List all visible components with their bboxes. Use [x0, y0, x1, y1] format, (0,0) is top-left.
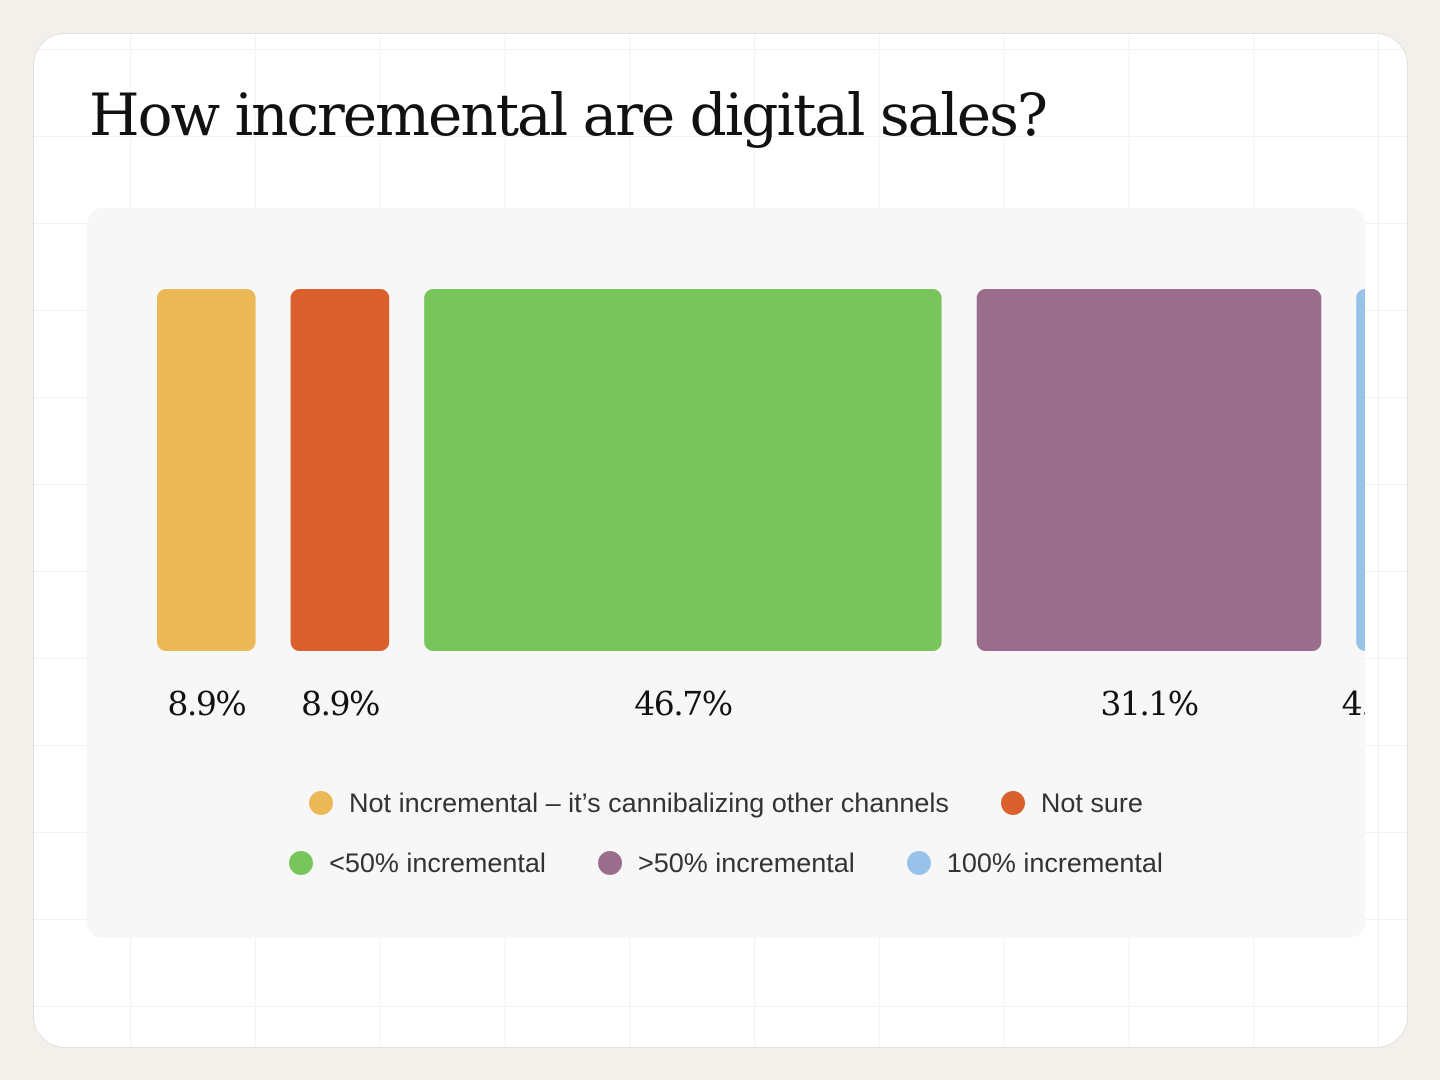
legend-dot-icon	[309, 791, 334, 815]
legend: Not incremental – it’s cannibalizing oth…	[87, 783, 1365, 903]
bar-not-incremental	[157, 289, 256, 651]
legend-dot-icon	[289, 851, 314, 875]
legend-row: Not incremental – it’s cannibalizing oth…	[87, 783, 1365, 823]
legend-label: 100% incremental	[946, 847, 1163, 878]
legend-label: >50% incremental	[637, 847, 855, 878]
legend-item-100: 100% incremental	[906, 847, 1163, 879]
bar-under-50	[424, 289, 942, 651]
bar-not-sure	[290, 289, 390, 651]
value-label-full: 4.4%	[1342, 684, 1365, 723]
value-label-over-50: 31.1%	[1100, 684, 1197, 723]
chart-card: How incremental are digital sales? 8.9% 8…	[33, 33, 1408, 1048]
legend-label: Not sure	[1040, 787, 1143, 818]
chart-title: How incremental are digital sales?	[89, 81, 1048, 149]
legend-label: Not incremental – it’s cannibalizing oth…	[349, 787, 949, 818]
chart-panel: 8.9% 8.9% 46.7% 31.1% 4.4% Not incremental –…	[87, 208, 1365, 938]
bar-full	[1356, 289, 1365, 651]
legend-dot-icon	[906, 851, 931, 875]
legend-item-over-50: >50% incremental	[597, 847, 855, 879]
legend-item-not-incremental: Not incremental – it’s cannibalizing oth…	[309, 788, 949, 819]
legend-label: <50% incremental	[329, 847, 546, 878]
legend-item-under-50: <50% incremental	[289, 848, 546, 879]
legend-dot-icon	[597, 851, 622, 875]
legend-row: <50% incremental >50% incremental 100% i…	[87, 843, 1365, 883]
value-label-not-incremental: 8.9%	[167, 684, 245, 723]
value-label-under-50: 46.7%	[634, 684, 731, 723]
value-label-not-sure: 8.9%	[301, 684, 379, 723]
legend-item-not-sure: Not sure	[1000, 787, 1143, 819]
bar-chart: 8.9% 8.9% 46.7% 31.1% 4.4%	[157, 289, 1365, 723]
bar-over-50	[976, 289, 1322, 651]
legend-dot-icon	[1000, 791, 1025, 815]
